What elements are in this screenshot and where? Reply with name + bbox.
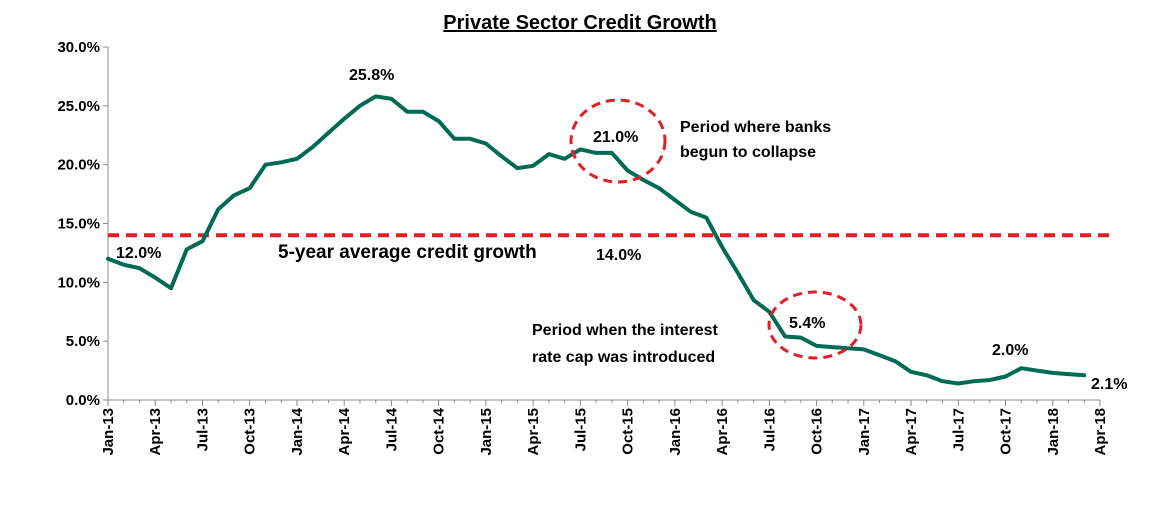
x-tick-label: Oct-13 <box>242 408 259 455</box>
average-value-label: 14.0% <box>596 247 641 264</box>
x-tick-label: Oct-14 <box>431 407 448 454</box>
x-tick-label: Apr-18 <box>1092 408 1109 456</box>
average-text: 5-year average credit growth <box>278 242 537 263</box>
y-tick-label: 5.0% <box>66 333 100 350</box>
collapse-text-line-2: begun to collapse <box>680 144 816 161</box>
y-tick-label: 10.0% <box>57 274 100 291</box>
recent-value-label: 2.0% <box>992 342 1028 359</box>
x-tick-label: Jul-16 <box>761 408 778 451</box>
x-tick-label: Jul-17 <box>950 408 967 451</box>
x-tick-label: Oct-15 <box>620 408 637 455</box>
x-tick-label: Jul-15 <box>572 408 589 451</box>
end-value-label: 2.1% <box>1091 376 1127 393</box>
collapse-text-line-1: Period where banks <box>680 119 831 136</box>
x-tick-label: Apr-13 <box>147 408 164 456</box>
rate-cap-value-label: 5.4% <box>789 315 825 332</box>
rate-cap-text-line-2: rate cap was introduced <box>532 349 715 366</box>
series-line <box>106 94 1087 386</box>
chart-title: Private Sector Credit Growth <box>443 12 716 34</box>
y-axis-ticks: 0.0% 5.0% 10.0% 15.0% 20.0% 25.0% 30.0% <box>57 39 108 409</box>
x-tick-label: Jul-14 <box>383 407 400 451</box>
y-tick-label: 30.0% <box>57 39 100 56</box>
y-tick-label: 0.0% <box>66 392 100 409</box>
start-value-label: 12.0% <box>116 245 161 262</box>
x-tick-label: Oct-16 <box>809 408 826 455</box>
collapse-highlight-circle <box>569 98 667 184</box>
x-tick-label: Oct-17 <box>998 408 1015 455</box>
axes <box>107 47 1100 401</box>
x-tick-label: Jan-15 <box>478 408 495 456</box>
peak-value-label: 25.8% <box>349 67 394 84</box>
x-tick-label: Jan-17 <box>856 408 873 456</box>
x-tick-label: Apr-16 <box>714 408 731 456</box>
x-axis-ticks: Jan-13 Apr-13 Jul-13 Oct-13 Jan-14 Apr-14 Jul-… <box>100 400 1109 456</box>
x-tick-label: Apr-14 <box>336 407 353 455</box>
x-tick-label: Apr-17 <box>903 408 920 456</box>
x-tick-label: Jan-16 <box>667 408 684 456</box>
rate-cap-text-line-1: Period when the interest <box>532 322 718 339</box>
rate-cap-highlight-circle <box>767 290 863 360</box>
collapse-value-label: 21.0% <box>593 129 638 146</box>
y-tick-label: 25.0% <box>57 98 100 115</box>
x-tick-label: Jan-18 <box>1045 408 1062 456</box>
x-tick-label: Jul-13 <box>194 408 211 451</box>
x-tick-label: Jan-14 <box>289 407 306 455</box>
x-tick-label: Jan-13 <box>100 408 117 456</box>
y-tick-label: 20.0% <box>57 157 100 174</box>
x-tick-label: Apr-15 <box>525 408 542 456</box>
y-tick-label: 15.0% <box>57 216 100 233</box>
